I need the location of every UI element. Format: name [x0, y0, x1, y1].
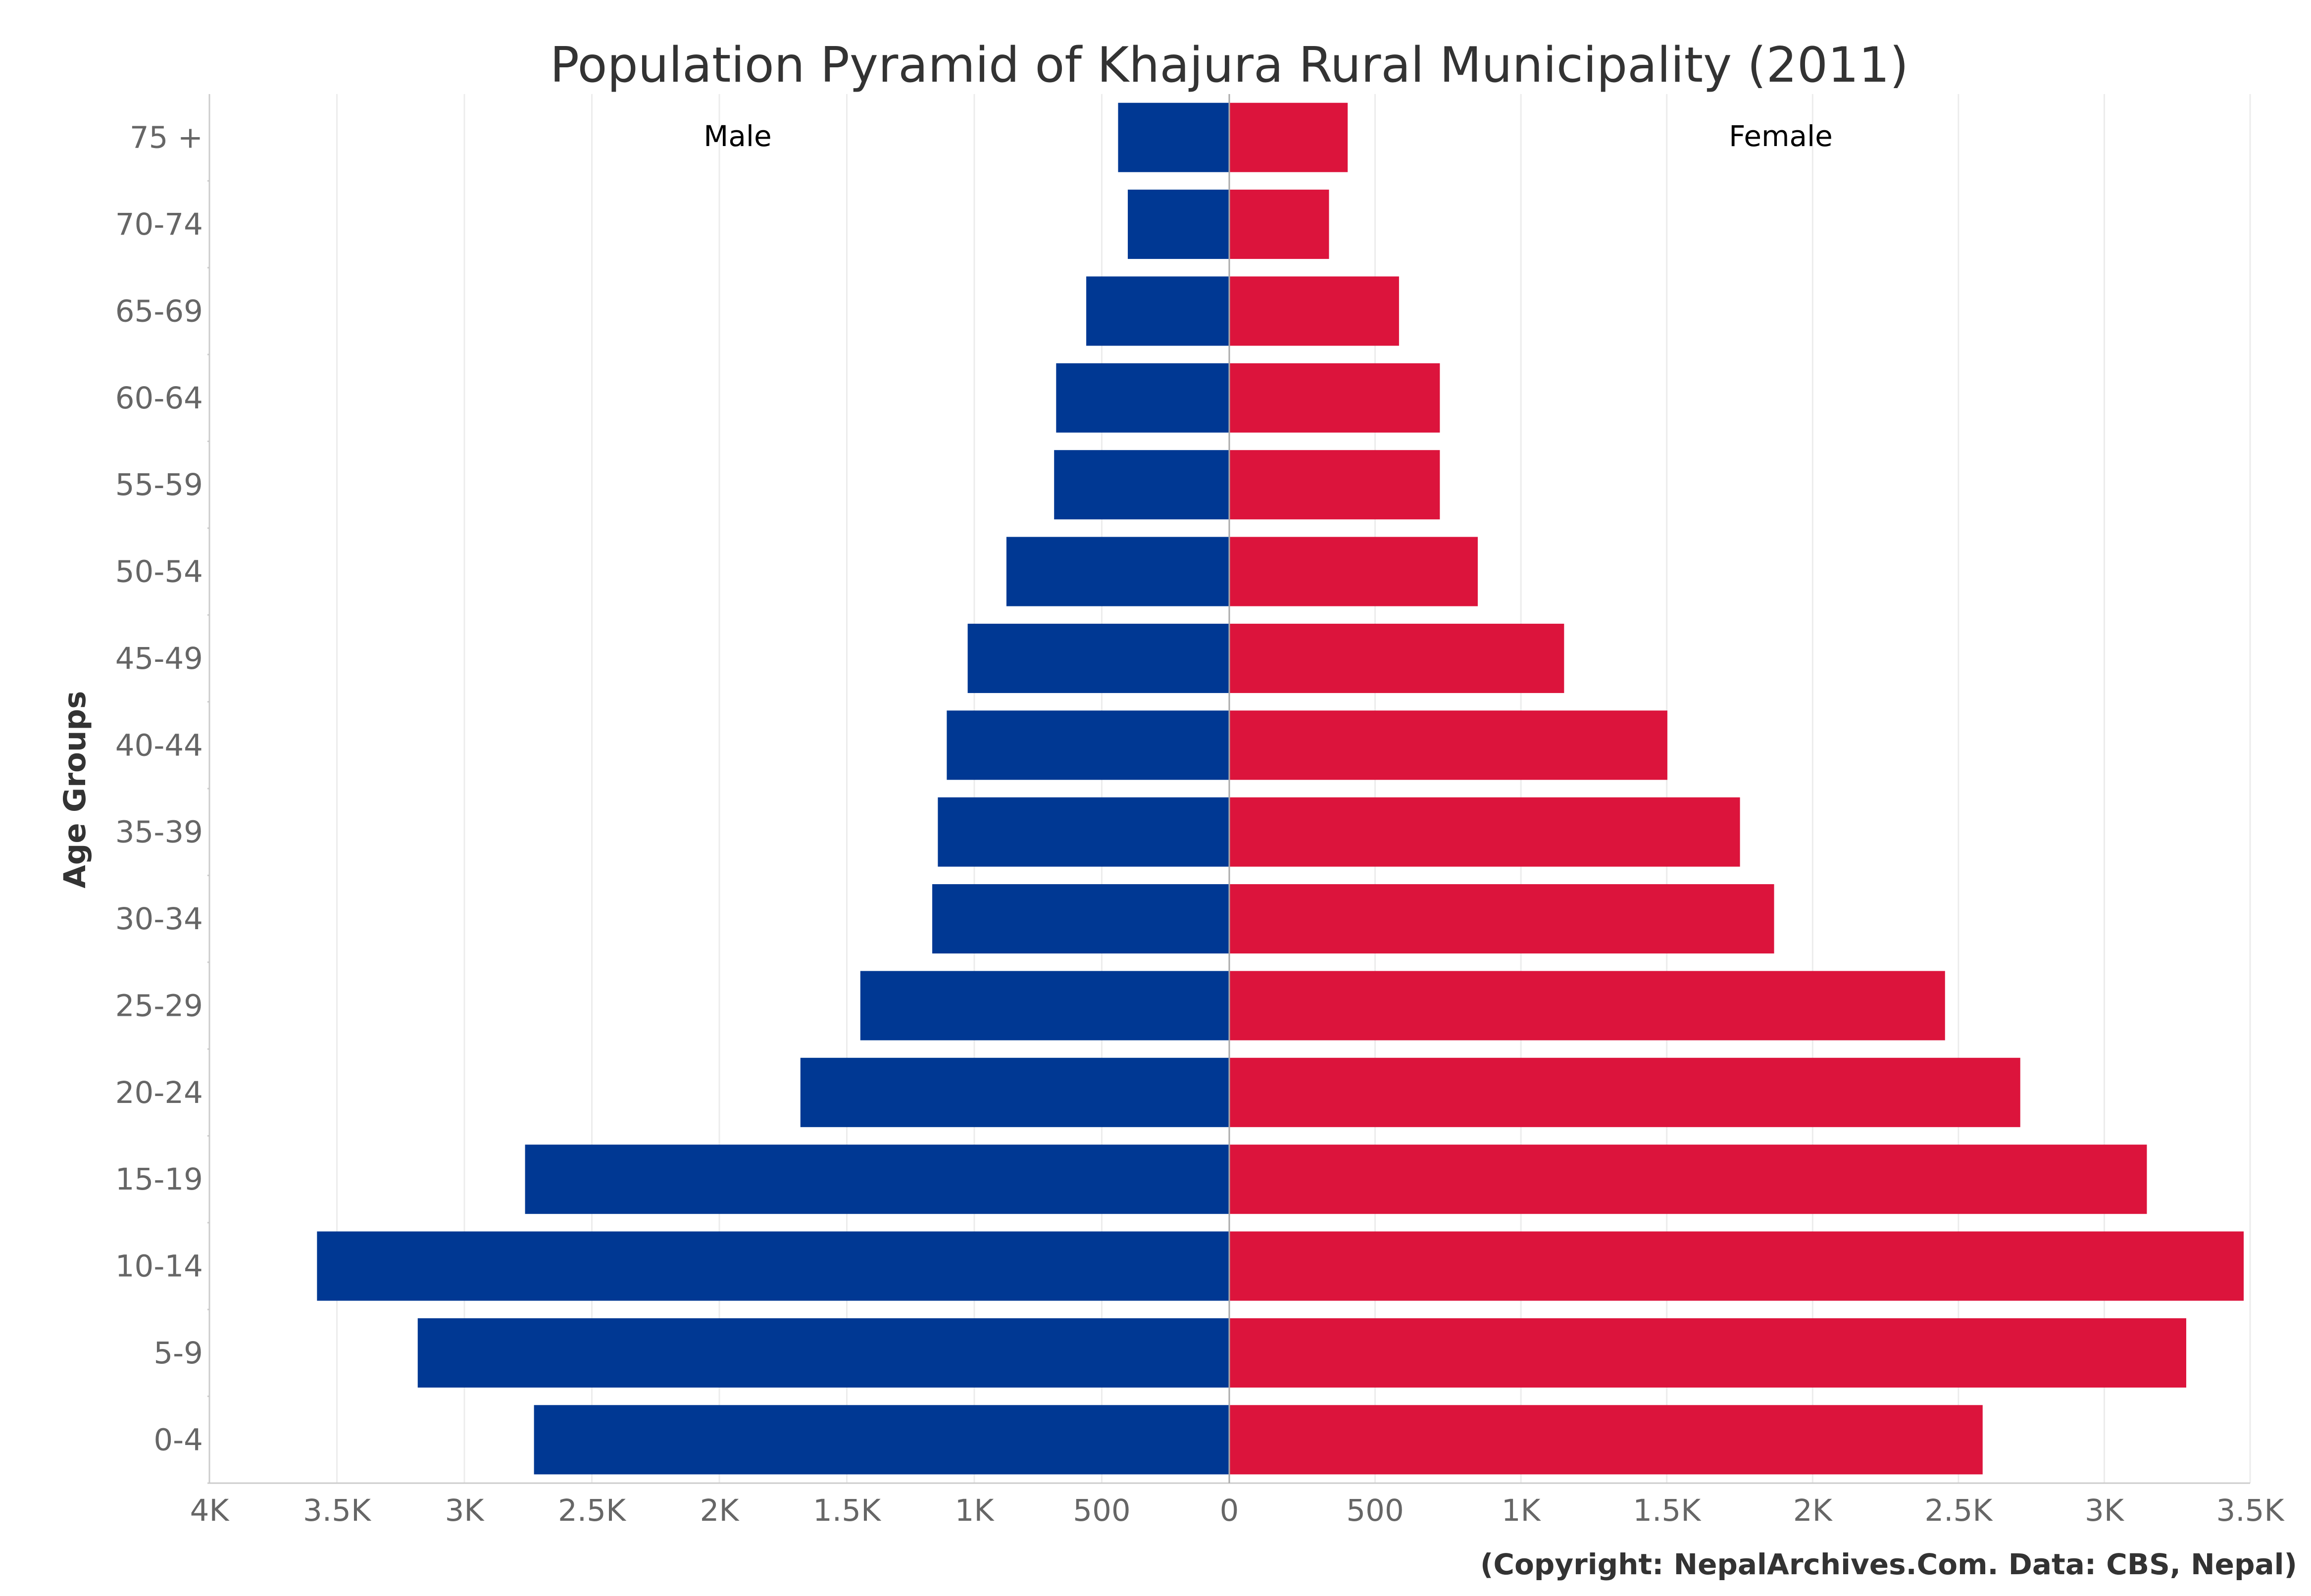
bar-female — [1229, 1145, 2147, 1214]
bar-male — [534, 1405, 1229, 1475]
x-tick-left: 2K — [700, 1493, 740, 1528]
bar-male — [967, 623, 1229, 693]
y-tick-label: 0-4 — [153, 1422, 203, 1457]
x-tick-right: 3.5K — [2216, 1493, 2285, 1528]
bar-female — [1229, 450, 1440, 520]
bar-male — [932, 884, 1229, 954]
x-tick-right: 1.5K — [1633, 1493, 1702, 1528]
bar-male — [317, 1231, 1229, 1301]
bars-group — [317, 102, 2244, 1475]
bar-female — [1229, 1405, 1983, 1475]
axes-group — [207, 94, 2250, 1484]
bar-female — [1229, 884, 1774, 954]
chart-title: Population Pyramid of Khajura Rural Muni… — [550, 37, 1909, 94]
y-tick-label: 60-64 — [115, 381, 203, 416]
bar-male — [417, 1318, 1229, 1388]
bar-female — [1229, 102, 1348, 172]
y-tick-label: 65-69 — [115, 294, 203, 329]
y-tick-label: 10-14 — [115, 1249, 203, 1284]
y-tick-label: 15-19 — [115, 1162, 203, 1197]
y-tick-label: 25-29 — [115, 988, 203, 1023]
y-tick-label: 55-59 — [115, 467, 203, 502]
bar-female — [1229, 537, 1478, 606]
bar-male — [1006, 537, 1229, 606]
bar-female — [1229, 797, 1740, 867]
y-tick-label: 50-54 — [115, 554, 203, 590]
y-tick-label: 45-49 — [115, 641, 203, 676]
bar-female — [1229, 623, 1564, 693]
y-tick-label: 20-24 — [115, 1075, 203, 1110]
y-axis-label: Age Groups — [57, 691, 93, 889]
y-tick-label: 40-44 — [115, 728, 203, 763]
bar-male — [800, 1057, 1229, 1127]
x-tick-left: 0 — [1220, 1493, 1239, 1528]
bar-female — [1229, 710, 1667, 780]
x-tick-left: 1.5K — [813, 1493, 882, 1528]
legend-female-label: Female — [1729, 119, 1833, 153]
bar-male — [1054, 450, 1229, 520]
y-tick-label: 75 + — [130, 120, 203, 155]
bar-male — [1128, 190, 1229, 259]
x-tick-left: 3.5K — [303, 1493, 372, 1528]
x-tick-right: 1K — [1502, 1493, 1542, 1528]
bar-female — [1229, 971, 1945, 1041]
x-tick-left: 1K — [955, 1493, 995, 1528]
bar-female — [1229, 1057, 2020, 1127]
bar-male — [860, 971, 1229, 1041]
bar-male — [1086, 276, 1229, 346]
x-tick-left: 3K — [445, 1493, 485, 1528]
y-tick-labels: 0-4 5-9 10-14 15-19 20-24 25-29 30-34 35-39 40-4… — [115, 120, 203, 1458]
legend-male-label: Male — [703, 119, 771, 153]
bar-female — [1229, 363, 1440, 433]
x-tick-right: 500 — [1346, 1493, 1404, 1528]
y-tick-label: 35-39 — [115, 815, 203, 850]
x-tick-labels: 4K 3.5K 3K 2.5K 2K 1.5K 1K 500 0 500 1K 1.5K 2K 2.5K 3… — [190, 1493, 2285, 1528]
y-tick-label: 5-9 — [153, 1336, 203, 1371]
bar-male — [938, 797, 1229, 867]
bar-female — [1229, 276, 1399, 346]
x-tick-right: 2.5K — [1924, 1493, 1993, 1528]
bar-male — [947, 710, 1229, 780]
x-tick-right: 3K — [2085, 1493, 2125, 1528]
bar-male — [1118, 102, 1229, 172]
bar-female — [1229, 190, 1329, 259]
x-tick-left: 2.5K — [558, 1493, 627, 1528]
x-tick-right: 2K — [1793, 1493, 1833, 1528]
bar-female — [1229, 1231, 2244, 1301]
x-tick-left: 4K — [190, 1493, 230, 1528]
y-tick-label: 30-34 — [115, 901, 203, 937]
bar-male — [525, 1145, 1229, 1214]
bar-male — [1056, 363, 1229, 433]
credit-text: (Copyright: NepalArchives.Com. Data: CBS… — [1480, 1547, 2297, 1581]
x-tick-left: 500 — [1073, 1493, 1130, 1528]
y-tick-label: 70-74 — [115, 207, 203, 242]
bar-female — [1229, 1318, 2186, 1388]
